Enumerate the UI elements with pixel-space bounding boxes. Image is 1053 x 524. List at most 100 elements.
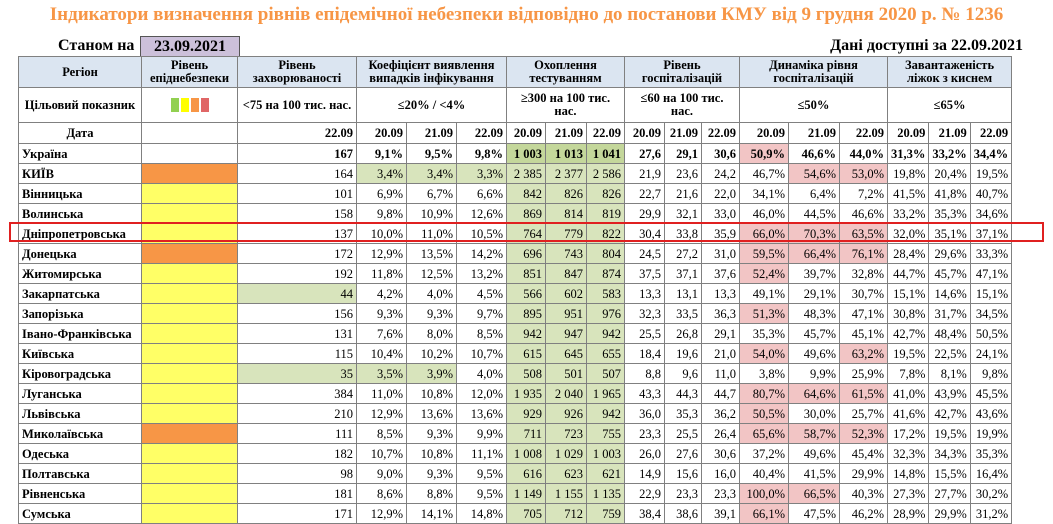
dyn-cell: 46,0%: [739, 203, 789, 224]
incidence-cell: 171: [237, 503, 357, 524]
region-name: Київська: [18, 343, 142, 364]
hosp-cell: 26,8: [664, 323, 702, 344]
oxy-cell: 42,7%: [886, 323, 930, 344]
table-row: КИЇВ 164 3,4% 3,4% 3,3% 2 385 2 377 2 586 21,9 23…: [18, 163, 1013, 184]
dyn-cell: 7,2%: [839, 183, 888, 204]
table-row: Донецька 172 12,9% 13,5% 14,2% 696 743 804 24,5 2…: [18, 243, 1013, 264]
table-row: Волинська 158 9,8% 10,9% 12,6% 869 814 819 29,9 3…: [18, 203, 1013, 224]
oxy-cell: 50,5%: [969, 323, 1013, 344]
target-hosp: ≤60 на 100 тис. нас.: [624, 87, 740, 123]
dyn-cell: 41,5%: [788, 463, 840, 484]
hosp-cell: 23,3: [664, 483, 702, 504]
dyn-cell: 50,5%: [739, 403, 789, 424]
testing-cell: 705: [506, 503, 546, 524]
region-name: Вінницька: [18, 183, 142, 204]
coef-cell: 7,6%: [356, 323, 407, 344]
incidence-cell: 158: [237, 203, 357, 224]
table-row: Івано-Франківська 131 7,6% 8,0% 8,5% 942 947 94…: [18, 323, 1013, 344]
coef-cell: 6,6%: [456, 183, 507, 204]
date-level-cell: [141, 122, 238, 144]
oxy-cell: 19,5%: [969, 163, 1013, 184]
dyn-cell: 46,6%: [788, 143, 840, 164]
coef-cell: 6,7%: [406, 183, 457, 204]
coef-cell: 14,2%: [456, 243, 507, 264]
coef-cell: 4,5%: [456, 283, 507, 304]
hosp-cell: 24,5: [624, 243, 665, 264]
testing-cell: 755: [586, 423, 625, 444]
incidence-cell: 164: [237, 163, 357, 184]
region-name: Волинська: [18, 203, 142, 224]
oxy-cell: 34,6%: [969, 203, 1013, 224]
incidence-cell: 384: [237, 383, 357, 404]
hosp-cell: 19,6: [664, 343, 702, 364]
table-row: Луганська 384 11,0% 10,8% 12,0% 1 935 2 040 1 9…: [18, 383, 1013, 404]
epidemic-level-cell: [141, 183, 238, 204]
date-cell: 22.09: [969, 122, 1013, 144]
coef-cell: 12,9%: [356, 243, 407, 264]
testing-cell: 566: [506, 283, 546, 304]
testing-cell: 1 041: [586, 143, 625, 164]
date-cell: 21.09: [545, 122, 587, 144]
hosp-cell: 27,6: [664, 443, 702, 464]
testing-cell: 942: [506, 323, 546, 344]
dyn-cell: 54,6%: [788, 163, 840, 184]
coef-cell: 9,1%: [356, 143, 407, 164]
incidence-cell: 172: [237, 243, 357, 264]
coef-cell: 9,0%: [356, 463, 407, 484]
testing-cell: 621: [586, 463, 625, 484]
coef-header: Коефіцієнт виявлення випадків інфікуванн…: [356, 56, 507, 88]
epidemic-level-cell: [141, 423, 238, 444]
date-cell: 21.09: [664, 122, 702, 144]
oxy-cell: 27,7%: [928, 483, 971, 504]
oxy-cell: 30,8%: [886, 303, 930, 324]
region-name: Івано-Франківська: [18, 323, 142, 344]
coef-cell: 3,5%: [356, 363, 407, 384]
dyn-cell: 30,0%: [788, 403, 840, 424]
region-name: Рівненська: [18, 483, 142, 504]
incidence-cell: 182: [237, 443, 357, 464]
target-row: Цільовий показник <75 на 100 тис. нас. ≤…: [18, 87, 1013, 123]
incidence-cell: 101: [237, 183, 357, 204]
dyn-cell: 54,0%: [739, 343, 789, 364]
hosp-cell: 22,7: [624, 183, 665, 204]
coef-cell: 9,3%: [406, 303, 457, 324]
region-name: КИЇВ: [18, 163, 142, 184]
dyn-cell: 51,3%: [739, 303, 789, 324]
dyn-cell: 29,1%: [788, 283, 840, 304]
coef-cell: 11,8%: [356, 263, 407, 284]
dyn-cell: 76,1%: [839, 243, 888, 264]
epidemic-level-cell: [141, 463, 238, 484]
region-name: Полтавська: [18, 463, 142, 484]
testing-cell: 723: [545, 423, 587, 444]
epidemic-level-cell: [141, 203, 238, 224]
oxy-cell: 28,4%: [886, 243, 930, 264]
oxy-cell: 15,5%: [928, 463, 971, 484]
oxy-cell: 19,8%: [886, 163, 930, 184]
date-label: Дата: [18, 122, 142, 144]
hosp-cell: 39,1: [701, 503, 740, 524]
hosp-cell: 38,6: [664, 503, 702, 524]
epidemic-level-cell: [141, 363, 238, 384]
hosp-cell: 9,6: [664, 363, 702, 384]
hosp-cell: 35,9: [701, 223, 740, 244]
testing-cell: 759: [586, 503, 625, 524]
region-name: Донецька: [18, 243, 142, 264]
oxy-cell: 19,5%: [886, 343, 930, 364]
date-row: Дата 22.09 20.09 21.09 22.09 20.09 21.09…: [18, 122, 1013, 144]
testing-cell: 874: [586, 263, 625, 284]
testing-cell: 616: [506, 463, 546, 484]
oxy-cell: 43,6%: [969, 403, 1013, 424]
hosp-cell: 36,3: [701, 303, 740, 324]
oxy-cell: 35,1%: [928, 223, 971, 244]
date-cell: 22.09: [456, 122, 507, 144]
oxy-cell: 32,3%: [886, 443, 930, 464]
dyn-cell: 49,6%: [788, 443, 840, 464]
region-header: Регіон: [18, 56, 142, 88]
hosp-cell: 27,2: [664, 243, 702, 264]
oxy-cell: 33,2%: [928, 143, 971, 164]
dyn-cell: 30,7%: [839, 283, 888, 304]
oxy-cell: 41,0%: [886, 383, 930, 404]
dyn-cell: 49,6%: [788, 343, 840, 364]
incidence-cell: 156: [237, 303, 357, 324]
date-cell: 21.09: [788, 122, 840, 144]
